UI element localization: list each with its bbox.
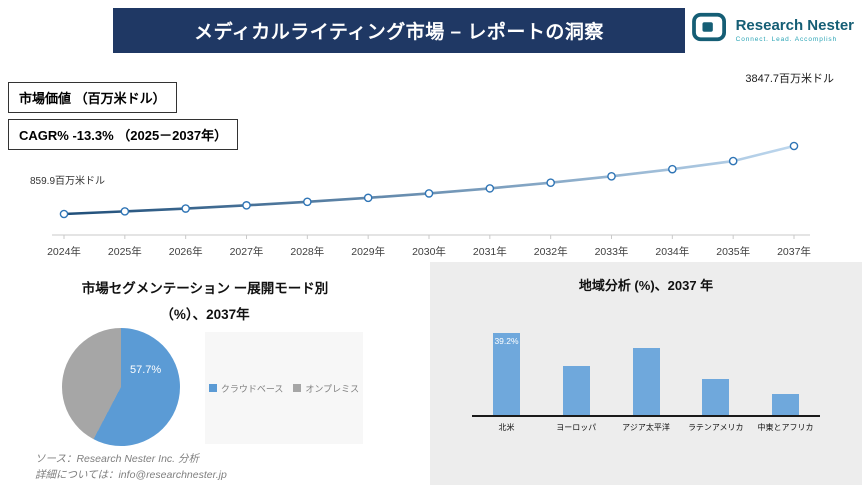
- data-point: [668, 164, 677, 174]
- data-point: [424, 189, 434, 198]
- year-label: 2033年: [594, 246, 629, 258]
- year-label: 2035年: [716, 246, 751, 258]
- category-label: 北米: [498, 423, 515, 432]
- year-label: 2031年: [472, 246, 507, 258]
- bar-column: [542, 314, 611, 415]
- bar-column: [681, 314, 750, 415]
- data-point: [242, 201, 251, 210]
- cagr-box: CAGR% -13.3% （2025－2037年）: [8, 119, 239, 150]
- start-value-label: 859.9百万米ドル: [30, 176, 106, 187]
- logo-icon: [691, 11, 729, 48]
- region-title: 地域分析 (%)、2037 年: [578, 278, 714, 293]
- header-banner: メディカルライティング市場 – レポートの洞察: [113, 8, 685, 53]
- trend-chart-area: [48, 118, 814, 240]
- bar-chart: 39.2%: [472, 314, 820, 417]
- year-label: 2024年: [47, 246, 81, 258]
- footer-source: ソース：Research Nester Inc. 分析: [35, 453, 200, 465]
- bar: [632, 348, 660, 415]
- legend-item: オンプレミス: [293, 382, 359, 395]
- category-label: 中東とアフリカ: [757, 423, 814, 432]
- year-label: 2030年: [412, 246, 446, 258]
- end-value-label: 3847.7百万米ドル: [745, 73, 834, 85]
- year-label: 2028年: [290, 246, 325, 258]
- legend-item: クラウドベース: [208, 382, 284, 395]
- bar: [772, 394, 799, 415]
- region-panel: 地域分析 (%)、2037 年 39.2% 北米 ヨーロッパ アジア太平洋 ラテンアメ…: [430, 262, 862, 485]
- bar: [562, 365, 590, 415]
- category-label: ヨーロッパ: [556, 423, 597, 432]
- brand-name: Research Nester: [735, 16, 854, 34]
- data-point: [546, 178, 555, 188]
- bar-column: 39.2%: [472, 314, 541, 415]
- bar: [702, 378, 730, 415]
- segmentation-title-line2: （%）、2037年: [160, 306, 250, 322]
- trend-line-chart: [52, 141, 810, 239]
- bar-category-labels: 北米 ヨーロッパ アジア太平洋 ラテンアメリカ 中東とアフリカ: [472, 422, 820, 433]
- brand-tagline: Connect. Lead. Accomplish: [735, 35, 838, 43]
- year-label: 2034年: [655, 246, 690, 258]
- footer: ソース：Research Nester Inc. 分析 詳細については：info…: [35, 451, 227, 484]
- pie-chart: [62, 328, 180, 446]
- legend-swatch: [208, 384, 217, 392]
- year-label: 2029年: [351, 246, 386, 258]
- logo-text: Research Nester Connect. Lead. Accomplis…: [736, 17, 854, 43]
- research-nester-logo: Research Nester Connect. Lead. Accomplis…: [691, 11, 854, 48]
- data-point: [303, 197, 312, 207]
- pie-slice-label: 57.7%: [130, 364, 162, 376]
- data-point: [363, 193, 373, 203]
- bar-column: [751, 314, 820, 415]
- legend-label: クラウドベース: [220, 383, 284, 394]
- data-point: [485, 184, 495, 193]
- category-label: ラテンアメリカ: [687, 423, 744, 432]
- data-point: [181, 204, 190, 213]
- year-label: 2026年: [168, 246, 203, 258]
- segmentation-title: 市場セグメンテーション ー展開モード別 （%）、2037年: [40, 276, 370, 327]
- bar: 39.2%: [493, 332, 520, 415]
- data-point: [728, 156, 738, 166]
- data-point: [59, 209, 69, 219]
- data-point: [789, 141, 799, 151]
- market-value-box: 市場価値 （百万米ドル）: [8, 82, 177, 113]
- bar-column: [612, 314, 681, 415]
- page-title: メディカルライティング市場 – レポートの洞察: [194, 22, 604, 43]
- segmentation-title-line1: 市場セグメンテーション ー展開モード別: [81, 281, 329, 296]
- legend-label: オンプレミス: [305, 383, 360, 394]
- footer-contact: 詳細については：info@researchnester.jp: [35, 469, 227, 482]
- data-point: [120, 207, 130, 216]
- x-axis-labels: 2024年 2025年 2026年 2027年 2028年 2029年 2030年 2031年…: [47, 244, 814, 258]
- legend-swatch: [293, 384, 302, 392]
- year-label: 2027年: [229, 246, 264, 258]
- year-label: 2037年: [777, 246, 811, 258]
- year-label: 2032年: [533, 246, 568, 258]
- data-point: [607, 172, 616, 181]
- pie-legend: クラウドベース オンプレミス: [205, 332, 363, 444]
- category-label: アジア太平洋: [622, 423, 670, 432]
- info-boxes: 市場価値 （百万米ドル） CAGR% -13.3% （2025－2037年）: [8, 82, 239, 150]
- year-label: 2025年: [107, 246, 142, 258]
- bar-value-label: 39.2%: [494, 335, 519, 346]
